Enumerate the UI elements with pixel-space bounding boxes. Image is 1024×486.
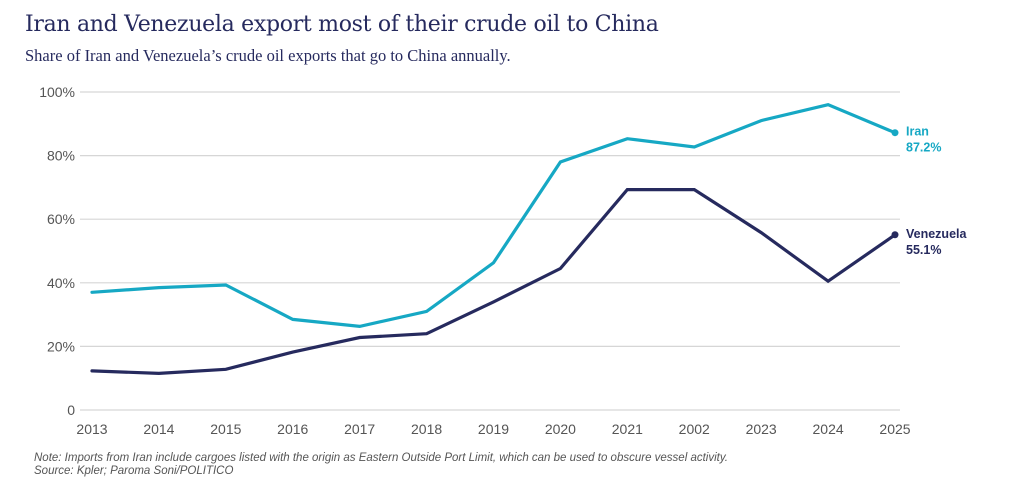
chart-subtitle: Share of Iran and Venezuela’s crude oil … xyxy=(25,46,511,65)
series-end-point-venezuela xyxy=(891,231,899,239)
x-axis: 2013 2014 2015 2016 2017 2018 2019 2020 2021 2002… xyxy=(76,421,910,437)
x-tick-label: 2013 xyxy=(76,421,107,437)
y-tick-label: 0 xyxy=(67,402,75,418)
series-lines xyxy=(90,103,899,376)
y-axis: 0 20% 40% 60% 80% 100% xyxy=(39,84,75,418)
series-end-point-iran xyxy=(891,129,899,137)
x-tick-label: 2017 xyxy=(344,421,375,437)
series-line-iran xyxy=(90,103,897,329)
x-tick-label: 2025 xyxy=(879,421,910,437)
end-labels: Iran 87.2% Venezuela 55.1% xyxy=(906,125,967,257)
x-tick-label: 2016 xyxy=(277,421,308,437)
x-tick-label: 2023 xyxy=(746,421,777,437)
y-tick-label: 100% xyxy=(39,84,75,100)
series-end-label-iran: Iran xyxy=(906,125,929,139)
series-line-venezuela xyxy=(90,188,897,376)
x-tick-label: 2020 xyxy=(545,421,576,437)
x-tick-label: 2014 xyxy=(143,421,174,437)
x-tick-label: 2018 xyxy=(411,421,442,437)
gridlines xyxy=(80,91,900,411)
y-tick-label: 60% xyxy=(47,211,75,227)
y-tick-label: 80% xyxy=(47,148,75,164)
footer-source: Source: Kpler; Paroma Soni/POLITICO xyxy=(34,465,234,477)
footer-note: Note: Imports from Iran include cargoes … xyxy=(34,452,728,464)
y-tick-label: 20% xyxy=(47,338,75,354)
x-tick-label: 2015 xyxy=(210,421,241,437)
x-tick-label: 2021 xyxy=(612,421,643,437)
x-tick-label: 2024 xyxy=(813,421,844,437)
x-tick-label: 2019 xyxy=(478,421,509,437)
y-tick-label: 40% xyxy=(47,275,75,291)
footer-notes: Note: Imports from Iran include cargoes … xyxy=(34,452,728,478)
series-end-label-venezuela: Venezuela xyxy=(906,227,967,241)
series-end-value-iran: 87.2% xyxy=(906,141,941,155)
x-tick-label: 2002 xyxy=(679,421,710,437)
chart-title: Iran and Venezuela export most of their … xyxy=(25,12,659,37)
series-end-value-venezuela: 55.1% xyxy=(906,243,941,257)
